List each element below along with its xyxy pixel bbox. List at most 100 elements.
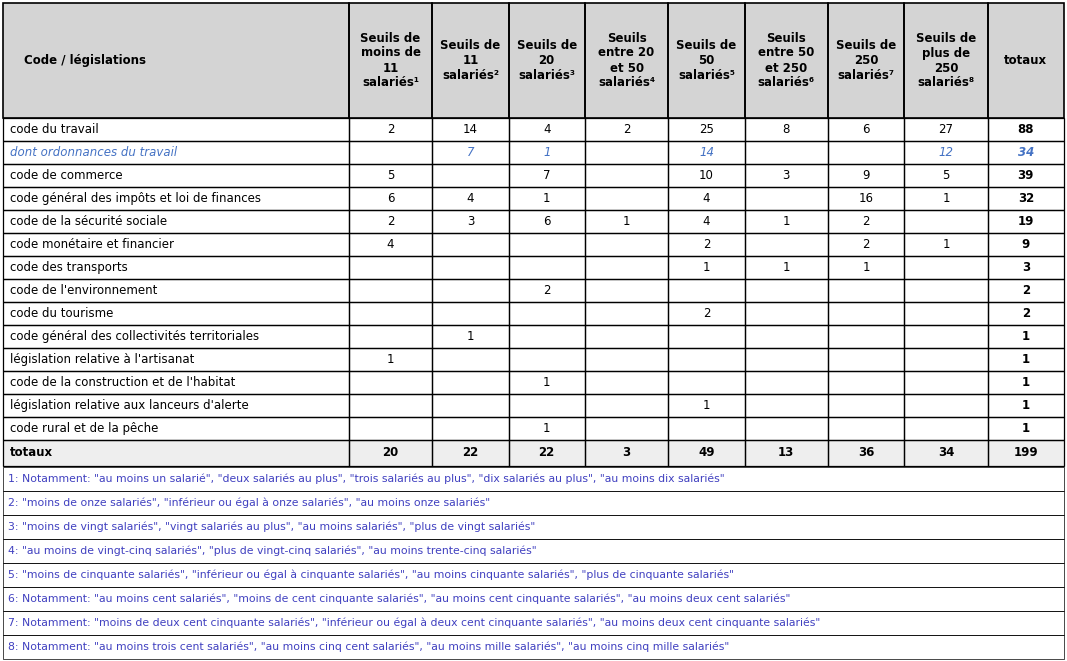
Bar bbox=[3, 325, 349, 348]
Bar bbox=[668, 141, 745, 164]
Bar bbox=[745, 164, 828, 187]
Text: 5: "moins de cinquante salariés", "inférieur ou égal à cinquante salariés", "au : 5: "moins de cinquante salariés", "infér… bbox=[9, 570, 734, 580]
Bar bbox=[585, 256, 668, 279]
Bar bbox=[3, 164, 349, 187]
Text: 1: 1 bbox=[387, 353, 395, 366]
Bar bbox=[828, 3, 905, 118]
Text: 27: 27 bbox=[939, 123, 954, 136]
Bar bbox=[745, 256, 828, 279]
Text: 1: 1 bbox=[1022, 353, 1030, 366]
Text: 32: 32 bbox=[1018, 192, 1034, 205]
Bar bbox=[585, 3, 668, 118]
Bar bbox=[3, 440, 349, 466]
Text: 1: 1 bbox=[543, 192, 551, 205]
Bar bbox=[988, 256, 1064, 279]
Bar bbox=[349, 440, 432, 466]
Text: 2: 2 bbox=[387, 123, 395, 136]
Bar bbox=[349, 394, 432, 417]
Bar bbox=[905, 210, 988, 233]
Bar bbox=[432, 279, 509, 302]
Bar bbox=[745, 348, 828, 371]
Text: 3: 3 bbox=[1022, 261, 1030, 274]
Bar bbox=[432, 118, 509, 141]
Text: 2: 2 bbox=[703, 307, 711, 320]
Bar bbox=[432, 371, 509, 394]
Text: 19: 19 bbox=[1018, 215, 1034, 228]
Text: Seuils de
250
salariés⁷: Seuils de 250 salariés⁷ bbox=[837, 39, 896, 82]
Bar bbox=[745, 394, 828, 417]
Bar bbox=[745, 187, 828, 210]
Bar bbox=[988, 302, 1064, 325]
Bar bbox=[585, 3, 668, 118]
Bar bbox=[3, 256, 349, 279]
Bar bbox=[509, 256, 585, 279]
Bar bbox=[988, 187, 1064, 210]
Text: 1: 1 bbox=[782, 261, 790, 274]
Bar bbox=[905, 348, 988, 371]
Text: 16: 16 bbox=[859, 192, 874, 205]
Bar bbox=[668, 302, 745, 325]
Bar bbox=[988, 371, 1064, 394]
Bar bbox=[3, 635, 1064, 659]
Text: 34: 34 bbox=[1018, 146, 1034, 159]
Text: 6: 6 bbox=[862, 123, 870, 136]
Text: code du travail: code du travail bbox=[10, 123, 98, 136]
Bar bbox=[3, 3, 349, 118]
Bar bbox=[905, 3, 988, 118]
Text: 2: 2 bbox=[1022, 307, 1030, 320]
Bar bbox=[349, 3, 432, 118]
Bar bbox=[585, 325, 668, 348]
Bar bbox=[988, 279, 1064, 302]
Bar bbox=[828, 118, 905, 141]
Text: 1: 1 bbox=[942, 192, 950, 205]
Text: 9: 9 bbox=[1022, 238, 1030, 251]
Text: 88: 88 bbox=[1018, 123, 1034, 136]
Text: 25: 25 bbox=[699, 123, 714, 136]
Text: totaux: totaux bbox=[10, 446, 53, 459]
Bar bbox=[745, 440, 828, 466]
Bar bbox=[432, 394, 509, 417]
Text: code de la construction et de l'habitat: code de la construction et de l'habitat bbox=[10, 376, 236, 389]
Bar bbox=[3, 3, 349, 118]
Text: 49: 49 bbox=[698, 446, 715, 459]
Bar bbox=[905, 279, 988, 302]
Text: dont ordonnances du travail: dont ordonnances du travail bbox=[10, 146, 177, 159]
Bar bbox=[3, 210, 349, 233]
Bar bbox=[668, 394, 745, 417]
Bar bbox=[349, 279, 432, 302]
Bar bbox=[905, 187, 988, 210]
Text: 22: 22 bbox=[462, 446, 479, 459]
Bar bbox=[585, 417, 668, 440]
Bar bbox=[905, 256, 988, 279]
Bar bbox=[828, 394, 905, 417]
Bar bbox=[509, 164, 585, 187]
Bar bbox=[988, 325, 1064, 348]
Text: 9: 9 bbox=[862, 169, 870, 182]
Bar bbox=[509, 371, 585, 394]
Bar bbox=[3, 187, 349, 210]
Text: 2: 2 bbox=[387, 215, 395, 228]
Text: 1: 1 bbox=[862, 261, 870, 274]
Bar bbox=[3, 141, 349, 164]
Bar bbox=[432, 187, 509, 210]
Bar bbox=[509, 233, 585, 256]
Text: 4: 4 bbox=[703, 215, 711, 228]
Bar bbox=[745, 417, 828, 440]
Bar bbox=[3, 279, 349, 302]
Text: législation relative à l'artisanat: législation relative à l'artisanat bbox=[10, 353, 194, 366]
Text: code monétaire et financier: code monétaire et financier bbox=[10, 238, 174, 251]
Bar bbox=[3, 302, 349, 325]
Bar bbox=[585, 279, 668, 302]
Text: 4: 4 bbox=[387, 238, 395, 251]
Bar bbox=[509, 118, 585, 141]
Text: 13: 13 bbox=[778, 446, 795, 459]
Bar bbox=[668, 164, 745, 187]
Text: 1: 1 bbox=[1022, 330, 1030, 343]
Bar bbox=[668, 118, 745, 141]
Bar bbox=[585, 118, 668, 141]
Bar bbox=[668, 233, 745, 256]
Text: 6: 6 bbox=[387, 192, 395, 205]
Bar bbox=[668, 279, 745, 302]
Bar bbox=[905, 440, 988, 466]
Bar bbox=[3, 611, 1064, 635]
